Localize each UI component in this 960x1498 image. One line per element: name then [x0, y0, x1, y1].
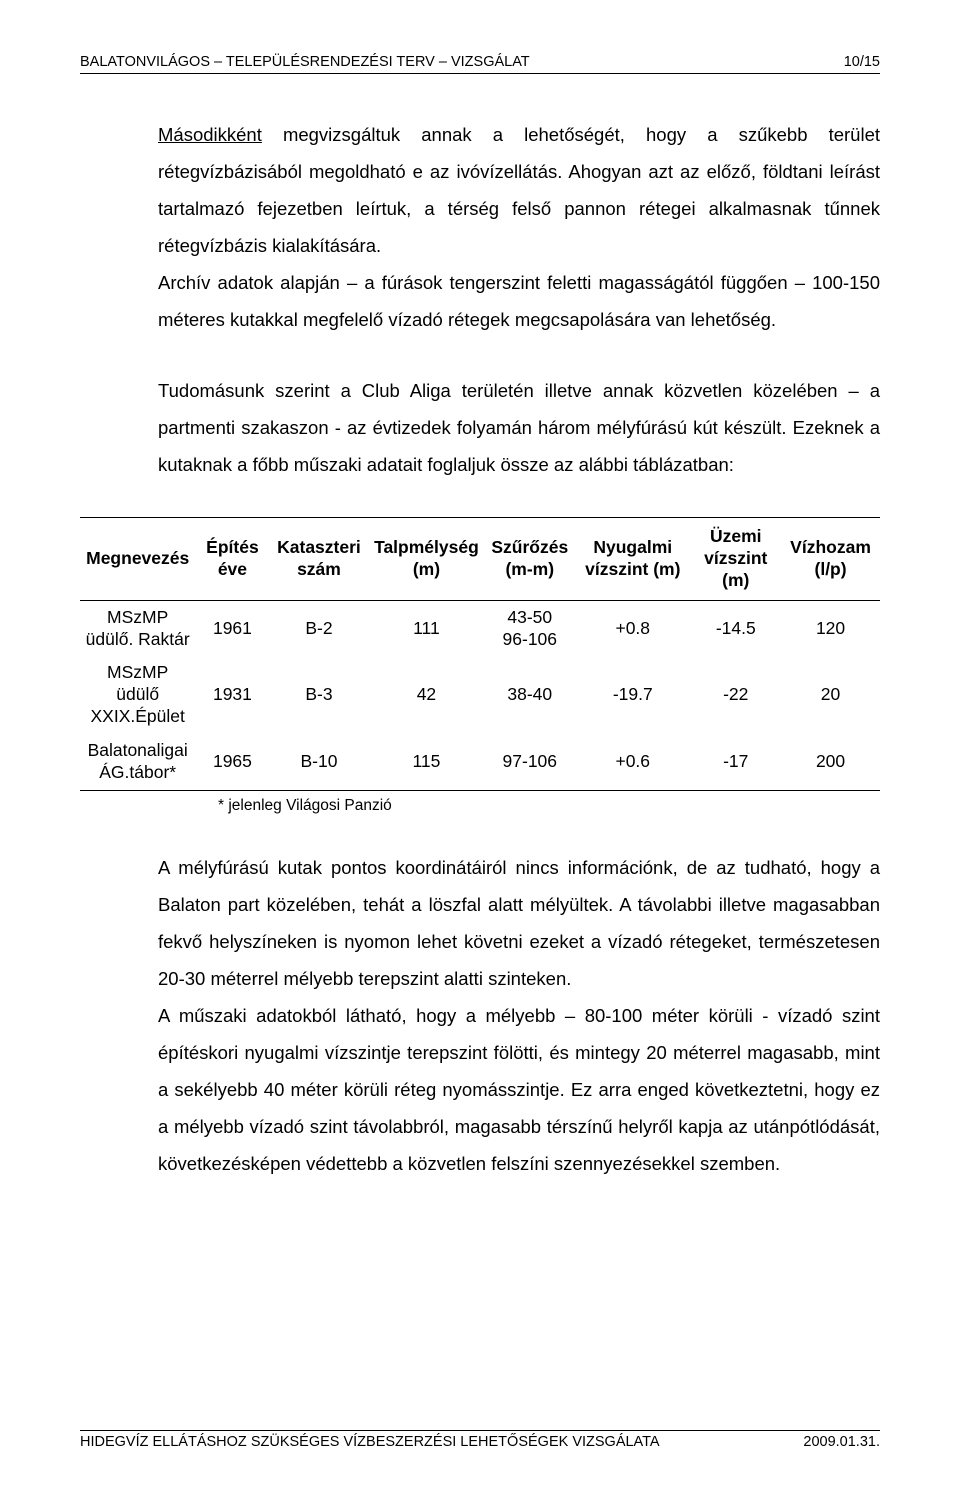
wells-table-wrap: Megnevezés Építés éve Kataszteri szám Ta…: [80, 517, 880, 791]
page-header: BALATONVILÁGOS – TELEPÜLÉSRENDEZÉSI TERV…: [80, 54, 880, 74]
document-page: BALATONVILÁGOS – TELEPÜLÉSRENDEZÉSI TERV…: [0, 0, 960, 1498]
cell-depth: 115: [368, 734, 484, 790]
footer-title: HIDEGVÍZ ELLÁTÁSHOZ SZÜKSÉGES VÍZBESZERZ…: [80, 1434, 660, 1450]
cell-filter: 97-106: [484, 734, 575, 790]
header-page-number: 10/15: [844, 54, 880, 70]
paragraph-5: A műszaki adatokból látható, hogy a mély…: [158, 997, 880, 1182]
paragraph-4: A mélyfúrású kutak pontos koordinátáiról…: [158, 849, 880, 997]
cell-cadaster: B-3: [270, 656, 369, 734]
wells-table: Megnevezés Építés éve Kataszteri szám Ta…: [80, 517, 880, 791]
page-footer: HIDEGVÍZ ELLÁTÁSHOZ SZÜKSÉGES VÍZBESZERZ…: [80, 1430, 880, 1450]
table-row: Balatonaligai ÁG.tábor* 1965 B-10 115 97…: [80, 734, 880, 790]
table-body: MSzMP üdülő. Raktár 1961 B-2 111 43-50 9…: [80, 600, 880, 790]
cell-op: -22: [690, 656, 781, 734]
cell-depth: 42: [368, 656, 484, 734]
cell-yield: 200: [781, 734, 880, 790]
cell-op: -14.5: [690, 600, 781, 656]
cell-year: 1961: [195, 600, 269, 656]
cell-rest: +0.6: [575, 734, 690, 790]
cell-filter: 43-50 96-106: [484, 600, 575, 656]
th-depth: Talpmélység (m): [368, 518, 484, 601]
paragraph-1-lead: Másodikként: [158, 124, 262, 145]
cell-name: Balatonaligai ÁG.tábor*: [80, 734, 195, 790]
cell-rest: +0.8: [575, 600, 690, 656]
paragraph-1-rest: megvizsgáltuk annak a lehetőségét, hogy …: [158, 124, 880, 256]
cell-rest: -19.7: [575, 656, 690, 734]
cell-depth: 111: [368, 600, 484, 656]
paragraph-2: Archív adatok alapján – a fúrások tenger…: [158, 264, 880, 338]
th-yield: Vízhozam (l/p): [781, 518, 880, 601]
cell-name: MSzMP üdülő XXIX.Épület: [80, 656, 195, 734]
cell-year: 1931: [195, 656, 269, 734]
cell-cadaster: B-2: [270, 600, 369, 656]
th-op: Üzemi vízszint (m): [690, 518, 781, 601]
th-year: Építés éve: [195, 518, 269, 601]
th-rest: Nyugalmi vízszint (m): [575, 518, 690, 601]
paragraph-3: Tudomásunk szerint a Club Aliga területé…: [158, 372, 880, 483]
cell-year: 1965: [195, 734, 269, 790]
th-cadaster: Kataszteri szám: [270, 518, 369, 601]
content-block-2: A mélyfúrású kutak pontos koordinátáiról…: [80, 849, 880, 1182]
th-name: Megnevezés: [80, 518, 195, 601]
table-header-row: Megnevezés Építés éve Kataszteri szám Ta…: [80, 518, 880, 601]
cell-yield: 120: [781, 600, 880, 656]
cell-op: -17: [690, 734, 781, 790]
cell-filter: 38-40: [484, 656, 575, 734]
table-row: MSzMP üdülő. Raktár 1961 B-2 111 43-50 9…: [80, 600, 880, 656]
footer-date: 2009.01.31.: [803, 1434, 880, 1450]
table-row: MSzMP üdülő XXIX.Épület 1931 B-3 42 38-4…: [80, 656, 880, 734]
th-filter: Szűrőzés (m-m): [484, 518, 575, 601]
cell-yield: 20: [781, 656, 880, 734]
header-title: BALATONVILÁGOS – TELEPÜLÉSRENDEZÉSI TERV…: [80, 54, 530, 70]
cell-name: MSzMP üdülő. Raktár: [80, 600, 195, 656]
cell-cadaster: B-10: [270, 734, 369, 790]
table-footnote: * jelenleg Világosi Panzió: [80, 797, 880, 815]
content-block-1: Másodikként megvizsgáltuk annak a lehető…: [80, 116, 880, 483]
paragraph-1: Másodikként megvizsgáltuk annak a lehető…: [158, 116, 880, 264]
